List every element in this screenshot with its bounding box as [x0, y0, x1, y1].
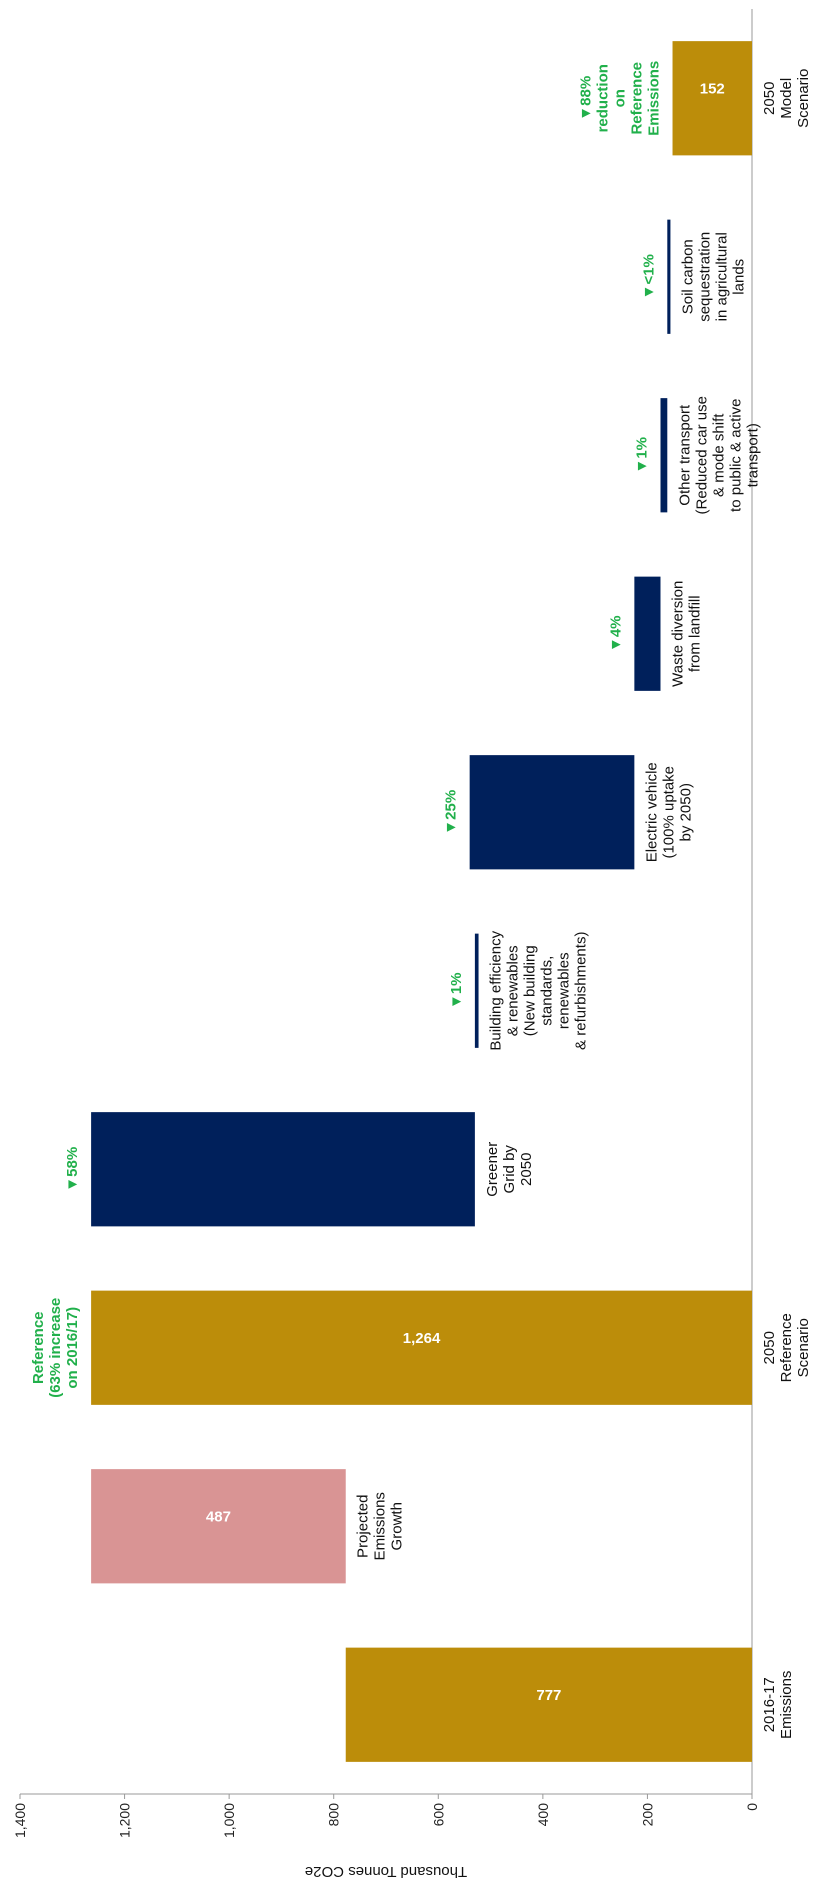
bar-7 — [634, 576, 661, 691]
category-label: GreenerGrid by2050 — [484, 1142, 535, 1197]
category-label: 2016-17Emissions — [761, 1671, 795, 1739]
bars-group — [91, 41, 752, 1762]
bar-annotation: Reference(63% increaseon 2016/17) — [30, 1298, 81, 1398]
bar-6 — [469, 755, 635, 870]
category-label: Other transport(Reduced car use& mode sh… — [676, 396, 761, 514]
y-tick-label: 0 — [744, 1803, 760, 1811]
bar-10 — [672, 41, 752, 156]
category-label: 2050ModelScenario — [761, 69, 812, 128]
bar-value-label: 777 — [536, 1687, 561, 1704]
y-axis-label: Thousand Tonnes CO2e — [305, 1863, 467, 1880]
bar-value-label: 1,264 — [403, 1330, 441, 1347]
y-tick-label: 400 — [535, 1803, 551, 1827]
bar-1 — [345, 1647, 752, 1762]
category-label: ProjectedEmissionsGrowth — [355, 1492, 406, 1560]
category-label: Waste diversionfrom landfill — [670, 581, 704, 687]
y-tick-label: 1,400 — [12, 1803, 28, 1838]
labels-group: 777 2016-17Emissions 487 ProjectedEmissions… — [30, 61, 812, 1739]
bar-5 — [474, 933, 479, 1048]
category-label: 2050ReferenceScenario — [761, 1313, 812, 1382]
bar-annotation: ▼4% — [607, 615, 624, 652]
bar-annotation: ▼88%reductiononReferenceEmissions — [578, 61, 663, 136]
bar-4 — [91, 1112, 475, 1227]
y-tick-label: 200 — [639, 1803, 655, 1827]
bar-annotation: ▼1% — [448, 972, 465, 1009]
category-label: Building efficiency& renewables(New buil… — [488, 930, 590, 1050]
y-tick-label: 800 — [326, 1803, 342, 1827]
bar-annotation: ▼<1% — [640, 254, 657, 299]
bar-value-label: 152 — [700, 80, 725, 97]
bar-2 — [91, 1469, 346, 1584]
bar-value-label: 487 — [206, 1508, 231, 1525]
bar-annotation: ▼58% — [64, 1147, 81, 1192]
bar-annotation: ▼1% — [634, 437, 651, 474]
bar-3 — [91, 1290, 752, 1405]
category-label: Electric vehicle(100% uptakeby 2050) — [643, 762, 694, 862]
bar-annotation: ▼25% — [443, 790, 460, 835]
bar-8 — [660, 398, 668, 513]
y-tick-label: 600 — [430, 1803, 446, 1827]
y-tick-label: 1,200 — [117, 1803, 133, 1838]
bar-9 — [667, 219, 671, 334]
y-tick-label: 1,000 — [221, 1803, 237, 1838]
axes-group: 0 200 400 600 800 1,000 1,200 1,400 Thousand Ton… — [12, 9, 760, 1880]
category-label: Soil carbonsequestrationin agriculturall… — [679, 232, 747, 322]
